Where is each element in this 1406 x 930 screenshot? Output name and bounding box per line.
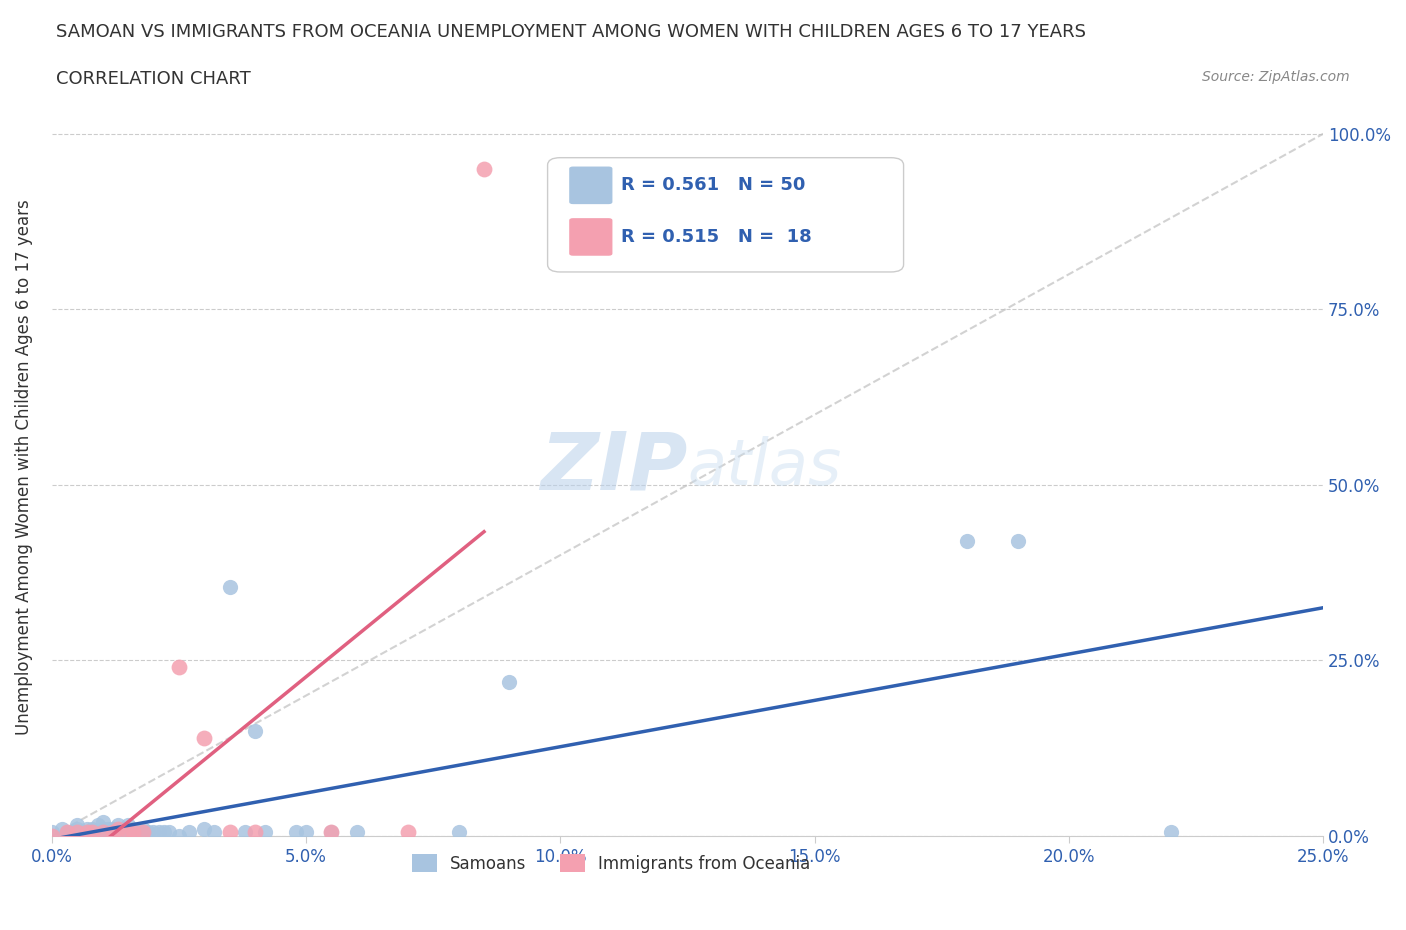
Point [254,825,277,840]
Point [138,825,160,840]
Text: R = 0.561   N = 50: R = 0.561 N = 50 [621,176,806,194]
Point [117,825,139,840]
Point [218,579,240,594]
FancyBboxPatch shape [569,166,613,204]
Point [66,821,89,836]
Point [76,825,98,840]
Point [295,825,318,840]
Point [82,821,104,836]
Point [204,825,226,840]
Point [56,825,79,840]
Point [56,825,79,840]
Point [956,534,979,549]
Text: ZIP: ZIP [540,429,688,506]
Text: atlas: atlas [688,436,842,498]
Point [101,821,124,836]
Point [122,825,145,840]
Point [107,818,129,833]
Point [122,821,145,836]
Point [152,825,174,840]
Point [1007,534,1029,549]
Point [193,730,215,745]
Point [91,821,114,836]
Point [91,815,114,830]
Point [472,162,495,177]
Point [177,825,200,840]
Point [498,674,520,689]
Legend: Samoans, Immigrants from Oceania: Samoans, Immigrants from Oceania [405,848,817,879]
Point [284,825,307,840]
Point [447,825,470,840]
Point [142,825,165,840]
Text: R = 0.515   N =  18: R = 0.515 N = 18 [621,228,813,246]
Y-axis label: Unemployment Among Women with Children Ages 6 to 17 years: Unemployment Among Women with Children A… [15,199,32,736]
Text: SAMOAN VS IMMIGRANTS FROM OCEANIA UNEMPLOYMENT AMONG WOMEN WITH CHILDREN AGES 6 : SAMOAN VS IMMIGRANTS FROM OCEANIA UNEMPL… [56,23,1087,41]
Point [167,660,190,675]
Point [72,825,94,840]
Point [243,724,266,738]
Point [101,825,124,840]
Point [167,829,190,844]
Point [91,825,114,840]
Point [41,825,63,840]
Point [321,825,343,840]
Point [148,825,170,840]
FancyBboxPatch shape [547,158,904,272]
Point [107,825,129,840]
Point [97,821,120,836]
Point [60,825,83,840]
FancyBboxPatch shape [569,219,613,256]
Point [321,825,343,840]
Point [101,825,124,840]
Point [97,825,120,840]
Point [243,825,266,840]
Point [157,825,180,840]
Point [91,825,114,840]
Point [117,825,139,840]
Point [86,825,108,840]
Point [132,825,155,840]
Point [86,818,108,833]
Point [111,821,134,836]
Point [107,821,129,836]
Point [76,825,98,840]
Point [66,825,89,840]
Point [1160,825,1182,840]
Point [127,825,149,840]
Point [346,825,368,840]
Point [117,818,139,833]
Point [76,821,98,836]
Point [41,829,63,844]
Point [66,818,89,833]
Point [132,821,155,836]
Text: Source: ZipAtlas.com: Source: ZipAtlas.com [1202,70,1350,84]
Point [51,821,73,836]
Point [193,821,215,836]
Point [82,825,104,840]
Point [82,825,104,840]
Point [233,825,256,840]
Point [218,825,240,840]
Text: CORRELATION CHART: CORRELATION CHART [56,70,252,87]
Point [396,825,419,840]
